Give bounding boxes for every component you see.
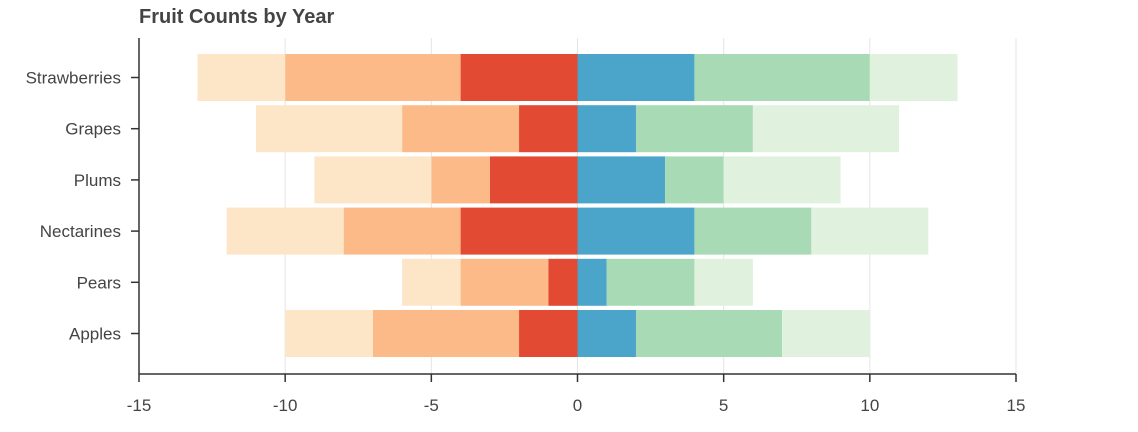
bar-apples-series-3 bbox=[519, 310, 578, 357]
bar-pears-series-5 bbox=[402, 258, 461, 306]
bar-plums-series-4 bbox=[431, 156, 490, 204]
axis-layer: Apples Pears Nectarines Plums Grapes Strawber… bbox=[26, 38, 1026, 415]
x-tick-label-0: -15 bbox=[127, 396, 152, 415]
x-tick-label-4: 5 bbox=[719, 396, 728, 415]
bar-strawberries-series-2 bbox=[869, 54, 958, 101]
bar-plums-series-0 bbox=[577, 156, 666, 204]
x-tick-label-3: 0 bbox=[573, 396, 582, 415]
bar-pears-series-0 bbox=[577, 258, 607, 306]
bar-plums-series-1 bbox=[665, 156, 724, 204]
bar-pears-series-3 bbox=[548, 258, 578, 306]
bar-strawberries-series-1 bbox=[694, 54, 870, 101]
bar-plums-series-2 bbox=[723, 156, 841, 204]
bar-grapes-series-4 bbox=[402, 105, 520, 153]
x-tick-label-6: 15 bbox=[1007, 396, 1026, 415]
y-tick-label-nectarines: Nectarines bbox=[40, 222, 121, 241]
bar-grapes-series-5 bbox=[255, 105, 403, 153]
bar-nectarines-series-2 bbox=[811, 207, 929, 255]
bar-apples-series-1 bbox=[635, 310, 783, 357]
bar-plums-series-5 bbox=[314, 156, 432, 204]
bar-plums-series-3 bbox=[489, 156, 578, 204]
bar-strawberries-series-4 bbox=[285, 54, 461, 101]
bar-nectarines-series-3 bbox=[460, 207, 578, 255]
bar-grapes-series-0 bbox=[577, 105, 636, 153]
bar-grapes-series-1 bbox=[635, 105, 753, 153]
bar-strawberries-series-5 bbox=[197, 54, 286, 101]
bar-layer bbox=[197, 54, 958, 357]
bar-grapes-series-3 bbox=[519, 105, 578, 153]
x-tick-label-5: 10 bbox=[860, 396, 879, 415]
y-tick-label-strawberries: Strawberries bbox=[26, 69, 121, 88]
bar-nectarines-series-4 bbox=[343, 207, 461, 255]
bar-strawberries-series-3 bbox=[460, 54, 578, 101]
y-tick-label-apples: Apples bbox=[69, 325, 121, 344]
bar-pears-series-1 bbox=[606, 258, 695, 306]
bar-strawberries-series-0 bbox=[577, 54, 695, 101]
bar-nectarines-series-1 bbox=[694, 207, 812, 255]
y-tick-label-grapes: Grapes bbox=[65, 120, 121, 139]
bar-nectarines-series-5 bbox=[226, 207, 344, 255]
chart-title: Fruit Counts by Year bbox=[139, 6, 335, 28]
bar-grapes-series-2 bbox=[752, 105, 900, 153]
bar-pears-series-4 bbox=[460, 258, 549, 306]
bar-apples-series-5 bbox=[285, 310, 373, 357]
bar-pears-series-2 bbox=[694, 258, 753, 306]
bar-nectarines-series-0 bbox=[577, 207, 695, 255]
bar-apples-series-4 bbox=[372, 310, 520, 357]
bar-apples-series-0 bbox=[577, 310, 636, 357]
bar-apples-series-2 bbox=[782, 310, 870, 357]
x-tick-label-1: -10 bbox=[273, 396, 298, 415]
x-tick-label-2: -5 bbox=[424, 396, 439, 415]
y-tick-label-pears: Pears bbox=[77, 273, 121, 292]
y-tick-label-plums: Plums bbox=[74, 171, 121, 190]
